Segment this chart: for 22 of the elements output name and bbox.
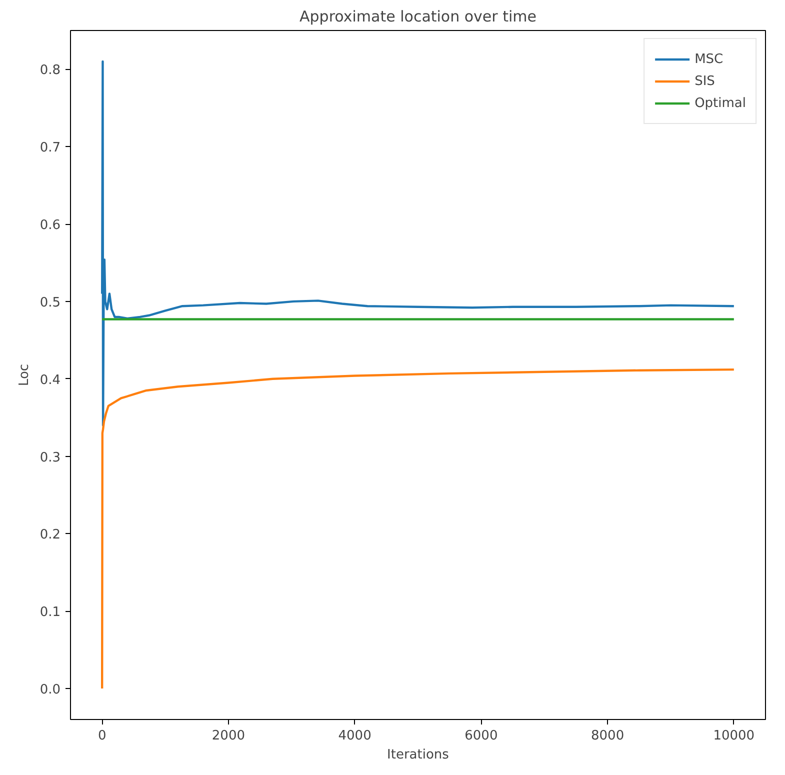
y-tick-label: 0.3 [40, 450, 61, 466]
x-tick-label: 6000 [464, 728, 498, 744]
y-tick-label: 0.7 [40, 140, 61, 156]
x-tick-label: 0 [98, 728, 106, 744]
y-tick-label: 0.1 [40, 605, 61, 620]
y-axis-title: Loc [16, 364, 32, 386]
y-tick-label: 0.4 [40, 372, 61, 388]
y-tick-label: 0.8 [40, 63, 61, 78]
y-tick-label: 0.5 [40, 295, 61, 310]
y-tick-label: 0.0 [40, 682, 61, 698]
chart-title: Approximate location over time [300, 8, 536, 26]
x-tick-label: 10000 [713, 728, 755, 744]
x-tick-label: 2000 [212, 728, 246, 744]
x-axis-title: Iterations [387, 748, 450, 762]
x-tick-label: 8000 [591, 728, 624, 744]
x-tick-label: 4000 [338, 728, 372, 744]
legend-label: SIS [694, 74, 715, 88]
y-tick-label: 0.2 [40, 528, 61, 543]
legend-label: MSC [694, 52, 724, 66]
y-tick-label: 0.6 [40, 218, 61, 234]
line-series [100, 368, 736, 690]
legend-label: Optimal [694, 96, 746, 110]
